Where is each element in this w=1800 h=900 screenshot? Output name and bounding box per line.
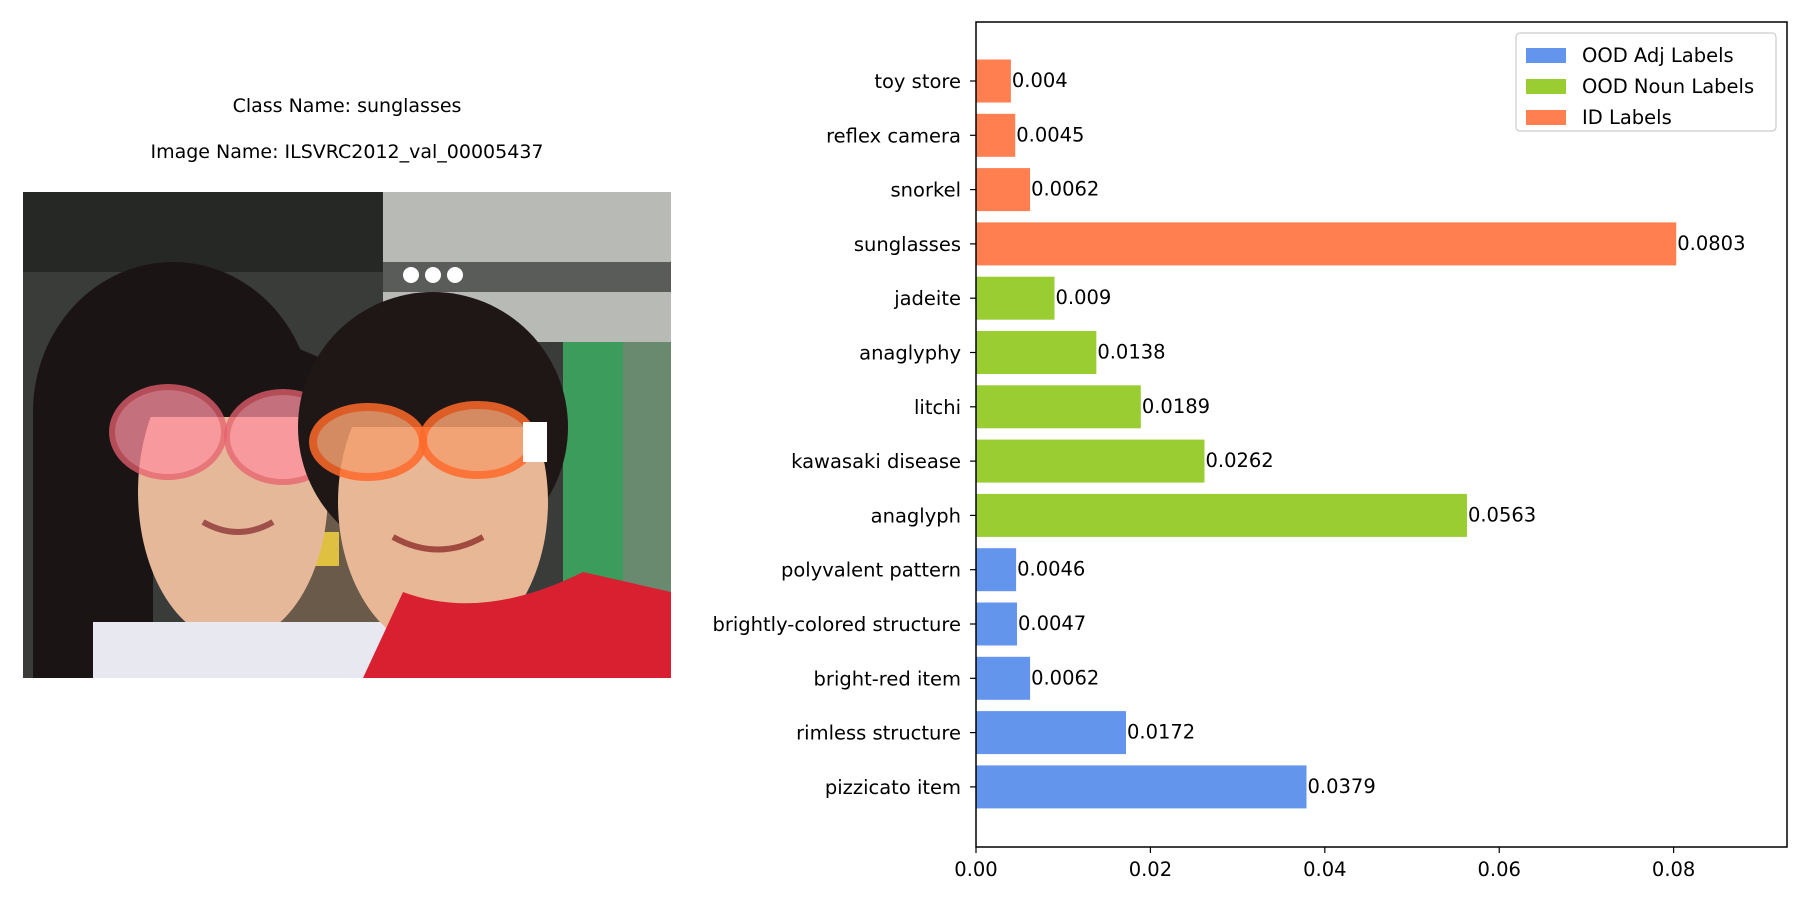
girl-left-shirt	[93, 622, 393, 678]
legend-label-id: ID Labels	[1582, 106, 1672, 129]
bar-1	[976, 113, 1016, 157]
bar-value-labels: 0.004 0.0045 0.0062 0.0803 0.009 0.0138 0.0189…	[1012, 69, 1746, 798]
y-tick-label: toy store	[874, 70, 961, 93]
girl-left-glasses-lens-left	[109, 384, 227, 480]
y-tick-label: rimless structure	[796, 722, 961, 745]
photo-light-1	[403, 267, 419, 283]
y-tick-label: bright-red item	[814, 667, 961, 690]
bar-10	[976, 602, 1017, 646]
legend-label-adj: OOD Adj Labels	[1582, 44, 1734, 67]
bar-value-label: 0.0045	[1016, 123, 1084, 146]
bar-value-label: 0.0046	[1017, 558, 1085, 581]
bar-value-label: 0.0563	[1468, 503, 1536, 526]
girl-left-smile	[201, 519, 275, 535]
x-tick-label: 0.04	[1303, 858, 1346, 881]
x-tick-label: 0.00	[954, 858, 997, 881]
class-name-caption: Class Name: sunglasses	[232, 95, 462, 117]
bar-value-label: 0.0047	[1018, 612, 1086, 635]
bar-value-label: 0.004	[1012, 69, 1068, 92]
bar-group	[976, 59, 1677, 809]
plot-frame	[975, 21, 1788, 848]
bar-4	[976, 276, 1055, 320]
photo-light-2	[425, 267, 441, 283]
bar-5	[976, 331, 1097, 374]
y-tick-label: litchi	[914, 396, 961, 419]
bar-value-label: 0.0138	[1097, 341, 1165, 364]
y-tick-label: kawasaki disease	[791, 450, 961, 473]
bar-11	[976, 656, 1031, 700]
photo-illustration	[23, 192, 671, 678]
bar-value-label: 0.0189	[1142, 395, 1210, 418]
x-tick-label: 0.08	[1652, 858, 1695, 881]
y-tick-label: brightly-colored structure	[712, 613, 961, 636]
legend: OOD Adj Labels OOD Noun Labels ID Labels	[1515, 32, 1777, 132]
glasses-price-tag	[523, 422, 547, 462]
legend-swatch-adj	[1526, 48, 1566, 63]
x-tick-label: 0.02	[1129, 858, 1172, 881]
bar-2	[976, 168, 1031, 212]
legend-swatch-noun	[1526, 79, 1566, 94]
bar-value-label: 0.0172	[1127, 721, 1195, 744]
girl-right-shirt	[363, 572, 671, 678]
bar-value-label: 0.0803	[1677, 232, 1745, 255]
y-tick-label: anaglyph	[871, 504, 961, 527]
bar-7	[976, 439, 1205, 483]
legend-box	[1515, 32, 1777, 132]
bar-13	[976, 765, 1307, 809]
y-tick-label: snorkel	[891, 179, 961, 202]
bar-0	[976, 59, 1011, 103]
y-tick-label: anaglyphy	[859, 342, 961, 365]
bar-6	[976, 385, 1141, 429]
bar-value-label: 0.009	[1055, 286, 1111, 309]
y-tick-label: polyvalent pattern	[781, 559, 961, 582]
bar-value-label: 0.0062	[1031, 666, 1099, 689]
sample-photo	[23, 192, 671, 678]
y-tick-labels: toy store reflex camera snorkel sunglasses j…	[712, 70, 976, 799]
bar-value-label: 0.0062	[1031, 178, 1099, 201]
y-tick-label: reflex camera	[826, 124, 961, 147]
y-tick-label: sunglasses	[854, 233, 961, 256]
bar-9	[976, 548, 1017, 592]
x-tick-label: 0.06	[1478, 858, 1521, 881]
y-tick-label: jadeite	[893, 287, 961, 310]
bar-value-label: 0.0262	[1205, 449, 1273, 472]
y-tick-label: pizzicato item	[825, 776, 961, 799]
legend-swatch-id	[1526, 110, 1566, 125]
legend-label-noun: OOD Noun Labels	[1582, 75, 1754, 98]
bar-value-label: 0.0379	[1308, 775, 1376, 798]
bar-12	[976, 711, 1126, 755]
bar-3	[976, 222, 1677, 266]
x-axis: 0.00 0.02 0.04 0.06 0.08	[954, 847, 1695, 881]
bar-8	[976, 493, 1467, 537]
image-name-caption: Image Name: ILSVRC2012_val_00005437	[150, 141, 544, 163]
girl-right-smile	[391, 534, 485, 553]
photo-light-3	[447, 267, 463, 283]
